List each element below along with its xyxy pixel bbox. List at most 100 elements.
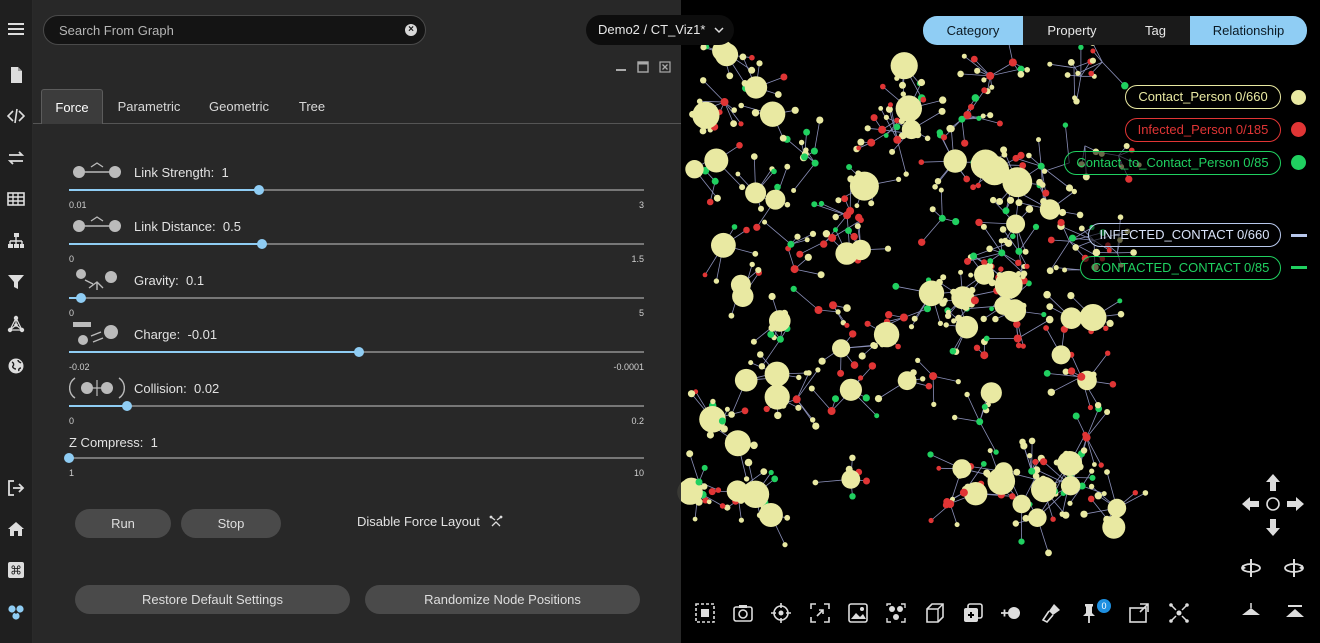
graph-node[interactable]	[938, 187, 944, 193]
legend-contacted-contact[interactable]: CONTACTED_CONTACT 0/85	[1080, 256, 1281, 280]
graph-node[interactable]	[760, 468, 768, 475]
graph-node[interactable]	[943, 322, 949, 328]
camera-icon[interactable]	[732, 602, 754, 624]
graph-node[interactable]	[780, 73, 788, 81]
graph-node[interactable]	[932, 184, 938, 190]
stop-button[interactable]: Stop	[181, 509, 281, 538]
code-icon[interactable]	[4, 104, 28, 128]
graph-node[interactable]	[975, 182, 981, 189]
graph-node-large[interactable]	[895, 95, 922, 122]
graph-node[interactable]	[1024, 67, 1030, 73]
graph-node[interactable]	[868, 200, 875, 207]
slider-knob[interactable]	[121, 401, 132, 411]
filter-icon[interactable]	[4, 270, 28, 294]
graph-node[interactable]	[938, 214, 946, 222]
graph-node[interactable]	[1043, 370, 1051, 377]
graph-node[interactable]	[1027, 453, 1033, 459]
graph-node[interactable]	[701, 464, 708, 471]
export-icon[interactable]	[1128, 602, 1150, 624]
graph-node[interactable]	[884, 245, 892, 252]
graph-node-large[interactable]	[955, 315, 979, 339]
graph-node[interactable]	[1017, 65, 1025, 73]
toggle-property[interactable]: Property	[1047, 23, 1097, 38]
graph-node[interactable]	[801, 153, 808, 161]
graph-node[interactable]	[1050, 516, 1056, 522]
graph-node-large[interactable]	[711, 232, 736, 258]
graph-node[interactable]	[1013, 334, 1022, 343]
graph-node[interactable]	[771, 475, 779, 483]
graph-node[interactable]	[936, 465, 942, 471]
pin-icon[interactable]	[1078, 602, 1100, 624]
graph-node[interactable]	[1125, 175, 1133, 183]
graph-node-large[interactable]	[764, 361, 790, 387]
graph-node[interactable]	[849, 330, 857, 338]
slider-knob[interactable]	[75, 293, 86, 303]
graph-node[interactable]	[843, 304, 851, 312]
graph-node[interactable]	[739, 184, 746, 191]
graph-node[interactable]	[750, 338, 757, 345]
graph-node[interactable]	[1092, 248, 1101, 257]
graph-node[interactable]	[934, 178, 942, 185]
graph-node[interactable]	[990, 196, 997, 204]
graph-node-large[interactable]	[1051, 345, 1071, 365]
graph-node[interactable]	[1028, 437, 1036, 445]
graph-node[interactable]	[920, 96, 927, 103]
graph-node[interactable]	[857, 138, 865, 146]
graph-node[interactable]	[1089, 474, 1096, 481]
slider-knob[interactable]	[253, 185, 264, 195]
graph-node[interactable]	[832, 213, 839, 221]
graph-node[interactable]	[753, 223, 761, 231]
graph-node[interactable]	[724, 406, 730, 412]
graph-node-large[interactable]	[724, 430, 751, 457]
graph-node[interactable]	[957, 70, 964, 78]
graph-node[interactable]	[843, 211, 852, 220]
graph-node[interactable]	[720, 98, 729, 106]
graph-node[interactable]	[889, 148, 896, 155]
graph-node[interactable]	[787, 240, 795, 248]
graph-node-large[interactable]	[730, 274, 751, 295]
graph-node[interactable]	[849, 493, 856, 500]
graph-node-large[interactable]	[951, 286, 975, 310]
graph-node[interactable]	[1104, 469, 1110, 475]
link-distance-slider[interactable]	[69, 239, 644, 249]
table-icon[interactable]	[4, 187, 28, 211]
graph-node-large[interactable]	[765, 189, 786, 210]
graph-node[interactable]	[863, 477, 870, 485]
graph-node[interactable]	[938, 107, 946, 115]
graph-node[interactable]	[1080, 510, 1088, 518]
graph-node[interactable]	[767, 330, 775, 338]
graph-node[interactable]	[803, 128, 810, 136]
graph-node[interactable]	[803, 370, 809, 376]
graph-node[interactable]	[1012, 154, 1020, 162]
graph-node-large[interactable]	[1028, 508, 1047, 527]
graph-node[interactable]	[961, 53, 967, 59]
image-export-icon[interactable]	[847, 602, 869, 624]
graph-node[interactable]	[1062, 511, 1070, 519]
graph-node[interactable]	[992, 315, 999, 323]
graph-node[interactable]	[1046, 267, 1054, 275]
graph-node[interactable]	[804, 237, 810, 243]
graph-node[interactable]	[850, 361, 859, 369]
graph-node[interactable]	[748, 360, 754, 366]
graph-node[interactable]	[980, 351, 989, 360]
graph-node[interactable]	[728, 312, 735, 319]
graph-node[interactable]	[768, 292, 776, 301]
graph-node[interactable]	[1012, 520, 1019, 527]
graph-node[interactable]	[893, 123, 901, 131]
graph-node-large[interactable]	[839, 378, 863, 401]
expand-graph-icon[interactable]	[1168, 602, 1190, 624]
graph-node[interactable]	[1032, 472, 1040, 480]
graph-node[interactable]	[858, 352, 866, 360]
graph-node[interactable]	[936, 129, 943, 136]
graph-node[interactable]	[1121, 82, 1129, 90]
graph-node[interactable]	[820, 240, 828, 248]
graph-node[interactable]	[752, 250, 759, 257]
graph-node[interactable]	[1015, 247, 1023, 255]
graph-node-large[interactable]	[850, 239, 871, 261]
graph-node[interactable]	[812, 422, 820, 430]
graph-node[interactable]	[870, 114, 878, 122]
graph-node[interactable]	[1067, 59, 1075, 66]
graph-node[interactable]	[701, 483, 708, 490]
toggle-tag[interactable]: Tag	[1145, 23, 1166, 38]
graph-node-large[interactable]	[769, 310, 791, 332]
